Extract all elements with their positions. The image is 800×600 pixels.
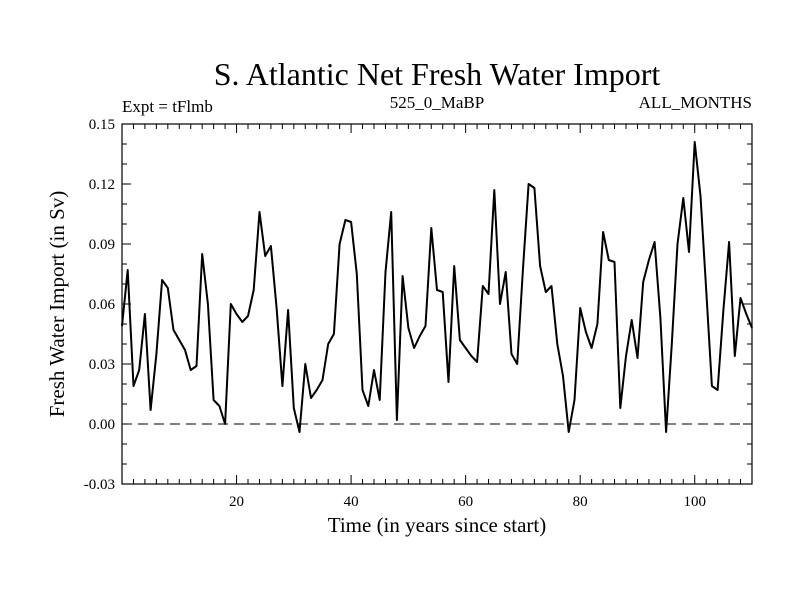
y-tick-label: -0.03	[84, 477, 115, 493]
run-label: 525_0_MaBP	[390, 93, 484, 112]
series-line-0	[121, 141, 753, 433]
y-tick-label: 0.06	[89, 297, 116, 313]
months-label: ALL_MONTHS	[639, 93, 752, 112]
y-tick-label: 0.15	[89, 117, 115, 133]
y-tick-label: 0.00	[89, 417, 115, 433]
x-tick-label: 20	[229, 494, 244, 510]
plot-frame	[121, 123, 753, 485]
chart-title: S. Atlantic Net Fresh Water Import	[214, 56, 661, 92]
y-tick-label: 0.12	[89, 177, 115, 193]
x-tick-label: 100	[683, 494, 706, 510]
experiment-label: Expt = tFlmb	[122, 97, 213, 116]
x-axis-label: Time (in years since start)	[328, 513, 547, 537]
y-tick-label: 0.03	[89, 357, 115, 373]
y-tick-label: 0.09	[89, 237, 115, 253]
y-axis-label: Fresh Water Import (in Sv)	[45, 191, 69, 418]
x-tick-label: 60	[458, 494, 473, 510]
x-tick-label: 80	[573, 494, 588, 510]
plot-area: -0.03 0.00 0.03 0.06 0.09 0.12 0.15 20 40 60 80 100	[84, 117, 753, 510]
x-tick-label: 40	[344, 494, 359, 510]
